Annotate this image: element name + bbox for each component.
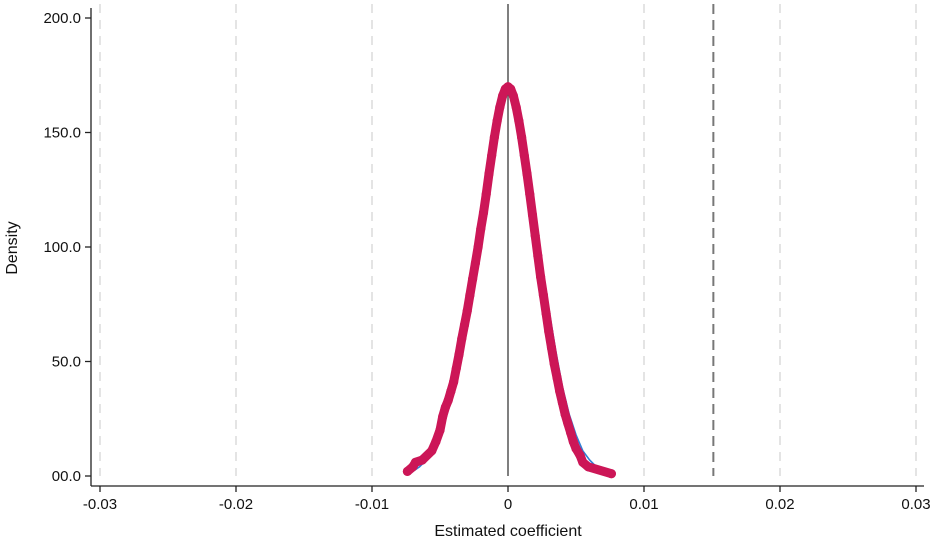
density-point xyxy=(560,409,570,419)
density-point xyxy=(495,102,505,112)
density-point xyxy=(525,189,535,199)
density-point xyxy=(538,290,549,300)
density-point xyxy=(536,272,546,282)
density-point xyxy=(566,427,576,438)
density-point xyxy=(462,306,472,316)
density-point xyxy=(546,343,557,353)
density-point xyxy=(473,242,483,252)
density-point xyxy=(443,395,453,405)
density-point xyxy=(470,258,480,268)
density-point xyxy=(533,251,543,261)
density-point xyxy=(522,169,532,179)
y-tick-label: 00.0 xyxy=(52,468,81,485)
x-tick-label: 0.01 xyxy=(629,496,658,513)
density-point xyxy=(478,208,489,218)
density-point xyxy=(451,363,461,373)
density-point xyxy=(476,224,486,234)
x-tick-label: -0.02 xyxy=(219,496,253,513)
density-points-trail xyxy=(402,82,616,479)
density-point xyxy=(481,189,491,199)
density-point xyxy=(438,411,448,422)
density-point xyxy=(449,377,459,387)
x-tick-label: -0.03 xyxy=(83,496,117,513)
density-point xyxy=(544,327,554,337)
y-tick-label: 100.0 xyxy=(43,239,81,256)
density-point xyxy=(549,359,559,369)
density-point xyxy=(575,450,585,460)
y-tick-label: 200.0 xyxy=(43,10,81,27)
density-point xyxy=(583,462,593,472)
y-tick-label: 150.0 xyxy=(43,125,81,142)
density-point xyxy=(530,230,540,241)
density-point xyxy=(557,398,568,408)
x-tick-label: 0.02 xyxy=(765,496,794,513)
x-tick-label: -0.01 xyxy=(355,496,389,513)
density-point xyxy=(487,150,497,160)
density-point xyxy=(484,169,494,179)
y-tick-label: 50.0 xyxy=(52,354,81,371)
density-point xyxy=(446,386,456,396)
density-point xyxy=(541,308,551,318)
density-point xyxy=(517,132,527,142)
x-tick-label: 0.03 xyxy=(901,496,930,513)
density-point xyxy=(498,91,508,101)
density-point xyxy=(427,446,437,456)
density-point xyxy=(519,150,529,160)
density-point xyxy=(527,210,538,220)
density-point xyxy=(506,84,516,94)
x-axis-title: Estimated coefficient xyxy=(434,523,582,540)
density-points xyxy=(402,82,617,479)
density-point xyxy=(459,320,470,330)
density-point xyxy=(552,372,562,383)
density-point xyxy=(606,469,617,479)
density-point xyxy=(435,425,445,435)
density-point xyxy=(568,437,578,447)
density-point xyxy=(431,437,441,447)
tick-labels: 00.0 50.0 100.0 150.0 200.0 -0.03 -0.02 -0.01 0 0… xyxy=(43,10,930,513)
density-point xyxy=(571,443,581,454)
density-point xyxy=(563,418,573,428)
density-point xyxy=(489,132,499,142)
density-point xyxy=(457,334,467,344)
density-point xyxy=(514,116,524,126)
axes xyxy=(85,8,924,492)
x-tick-label: 0 xyxy=(504,496,512,513)
density-point xyxy=(511,102,521,112)
density-point xyxy=(508,91,518,101)
density-point xyxy=(454,350,464,360)
density-point xyxy=(492,116,502,126)
density-point xyxy=(555,386,565,396)
density-point xyxy=(417,455,427,465)
density-point xyxy=(465,290,475,300)
y-axis-title: Density xyxy=(4,221,21,274)
density-point xyxy=(468,274,478,284)
density-point xyxy=(440,402,450,412)
